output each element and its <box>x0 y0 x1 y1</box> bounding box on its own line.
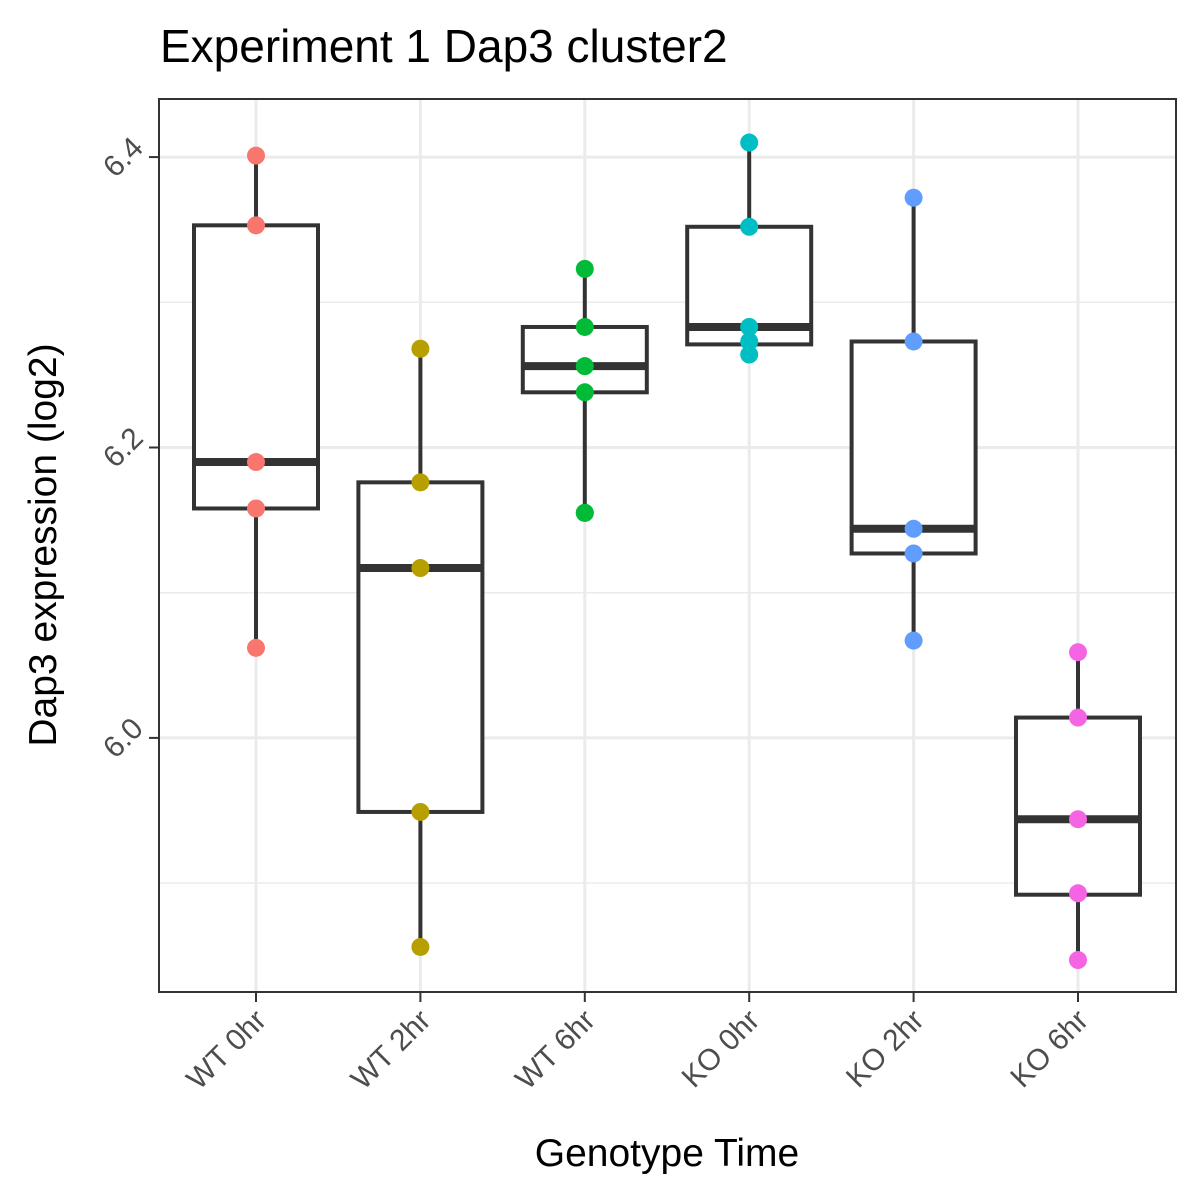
data-point <box>247 638 265 657</box>
data-point <box>575 383 594 402</box>
data-point <box>411 937 430 956</box>
data-point <box>575 357 594 376</box>
data-point <box>411 802 430 821</box>
data-point <box>904 631 923 650</box>
data-point <box>904 188 923 207</box>
data-point <box>1069 643 1087 662</box>
data-point <box>575 503 594 522</box>
box-body <box>356 480 485 814</box>
data-point <box>904 519 923 538</box>
data-point <box>740 217 759 236</box>
data-point <box>575 317 594 336</box>
data-point <box>575 259 594 278</box>
data-point <box>247 453 265 472</box>
data-point <box>247 499 265 518</box>
data-point <box>740 317 759 336</box>
data-point <box>1069 951 1087 970</box>
data-point <box>904 544 923 563</box>
data-point <box>740 345 759 364</box>
data-point <box>904 332 923 351</box>
data-point <box>740 332 759 351</box>
data-point <box>1069 708 1087 727</box>
box-body <box>1014 715 1142 897</box>
chart-title: Experiment 1 Dap3 cluster2 <box>160 20 728 72</box>
data-point <box>1069 884 1087 903</box>
data-point <box>411 339 430 358</box>
box-ko-6hr <box>1014 652 1142 961</box>
y-axis-title: Dap3 expression (log2) <box>22 343 65 746</box>
plot-border <box>158 98 1177 993</box>
x-axis-title: Genotype Time <box>535 1132 799 1175</box>
data-point <box>1069 810 1087 829</box>
data-point <box>740 133 759 152</box>
data-point <box>411 473 430 492</box>
data-point <box>411 559 430 578</box>
data-point <box>247 216 265 235</box>
plot-panel <box>159 99 1176 992</box>
data-points <box>247 133 1087 970</box>
box-wt-2hr <box>356 348 485 947</box>
data-point <box>247 146 265 165</box>
